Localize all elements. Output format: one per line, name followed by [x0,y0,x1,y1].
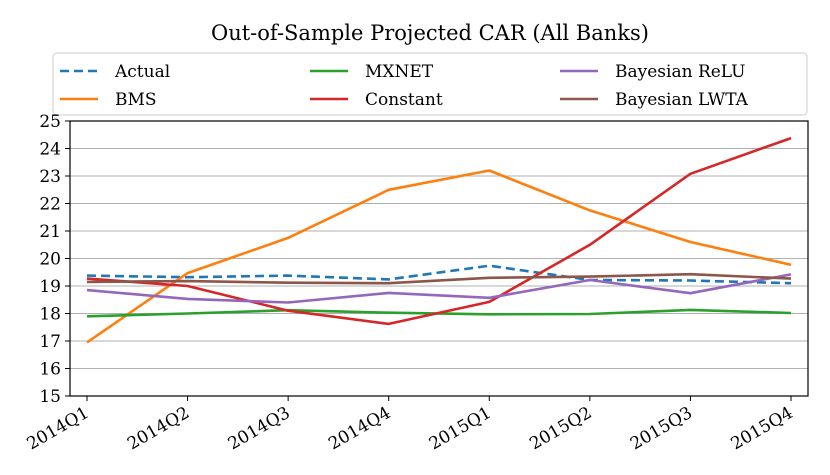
y-tick-label: 20 [39,250,61,270]
y-tick-label: 23 [39,167,61,187]
legend-label: Bayesian LWTA [615,90,749,110]
x-tick-label: 2015Q1 [426,403,495,454]
y-tick-label: 25 [39,112,61,132]
chart-title: Out-of-Sample Projected CAR (All Banks) [211,21,649,45]
x-tick-label: 2015Q4 [728,403,797,454]
x-tick-label: 2015Q2 [526,403,595,454]
series-line-bms [86,169,792,344]
y-tick-label: 24 [39,140,61,160]
legend-label: MXNET [365,62,434,82]
y-tick-label: 17 [39,332,61,352]
x-tick-label: 2014Q1 [24,403,93,454]
y-tick-label: 16 [39,360,61,380]
legend-label: Actual [114,62,170,82]
legend-box [52,52,808,116]
plot-frame [69,120,809,397]
series-line-actual [86,264,792,285]
x-tick-label: 2014Q3 [225,403,294,454]
y-tick-label: 15 [39,387,61,407]
x-tick-label: 2015Q3 [627,403,696,454]
legend-label: Bayesian ReLU [615,62,746,82]
y-tick-label: 22 [39,195,61,215]
legend-label: Constant [365,90,443,110]
x-tick-label: 2014Q2 [124,403,193,454]
y-tick-label: 19 [39,277,61,297]
plot-area: 15 16 17 18 19 20 21 22 23 24 25 2014Q1 2014Q2 2014Q3… [24,112,809,454]
y-tick-label: 18 [39,305,61,325]
legend-label: BMS [115,90,157,110]
series-line-bayesian-relu [86,273,792,304]
series-line-constant [86,136,792,326]
y-tick-label: 21 [39,222,61,242]
series-line-bayesian-lwta [86,272,792,285]
chart-legend: Actual BMS MXNET Constant Bayesian ReLU Bayes… [52,52,808,116]
x-tick-label: 2014Q4 [325,403,394,454]
